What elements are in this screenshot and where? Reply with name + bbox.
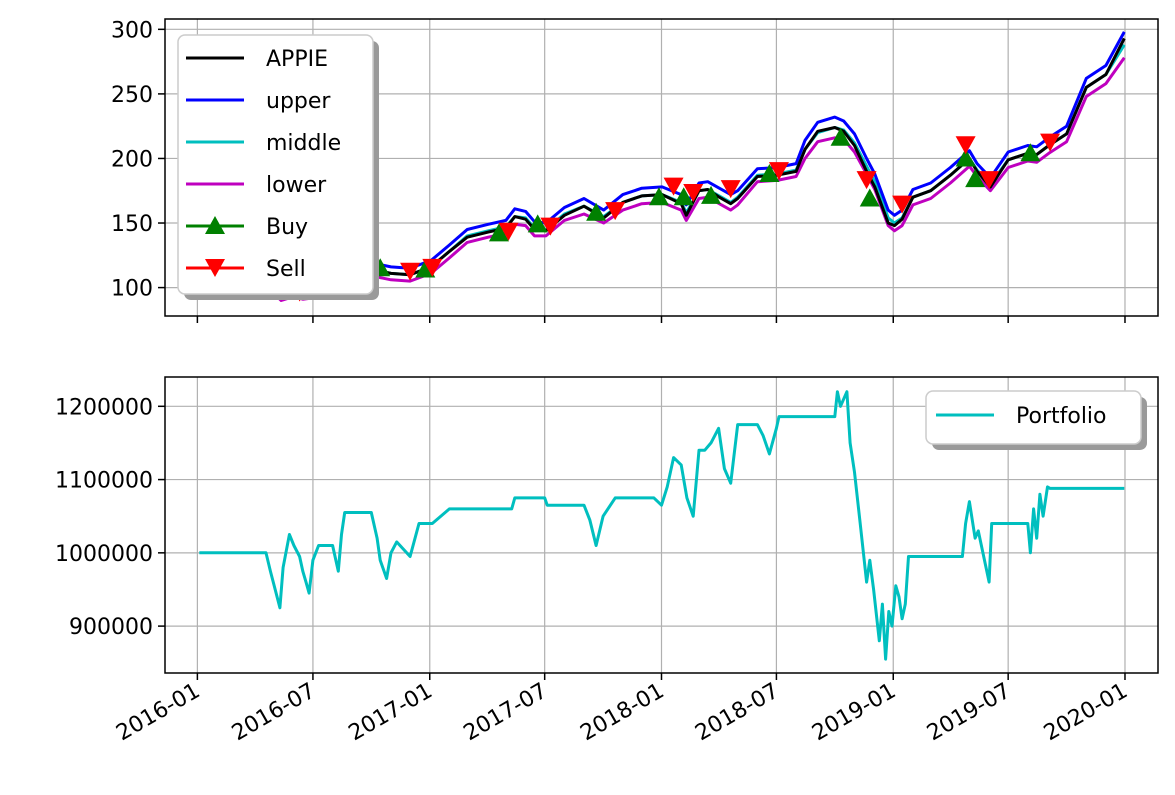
legend-label-appie: APPIE <box>266 47 328 72</box>
sell-marker <box>683 184 704 203</box>
legend-box <box>925 390 1142 445</box>
buy-marker <box>586 202 607 221</box>
legend-label-upper: upper <box>266 89 331 114</box>
sell-marker <box>856 171 877 190</box>
sell-marker <box>498 222 519 241</box>
legend-box <box>177 34 374 295</box>
y-tick-label-200: 200 <box>111 147 153 172</box>
buy-marker <box>759 163 780 182</box>
buy-marker <box>527 214 548 233</box>
sell-marker <box>422 258 443 277</box>
sell-marker <box>892 195 913 214</box>
sell-marker <box>768 162 789 181</box>
buy-marker <box>859 188 880 207</box>
buy-marker <box>1020 143 1041 162</box>
legend-entry-middle: middle <box>186 131 341 156</box>
y-tick-label-1000000: 1000000 <box>55 542 153 567</box>
legend-label-lower: lower <box>266 173 327 198</box>
sell-marker <box>720 180 741 199</box>
y-tick-label-1200000: 1200000 <box>55 395 153 420</box>
price-signals <box>269 127 1061 302</box>
buy-marker <box>488 223 509 242</box>
buy-marker <box>701 185 722 204</box>
buy-marker <box>673 187 694 206</box>
price-panel: 100 150 200 250 300 APPIE upper middle lower <box>111 18 1159 323</box>
legend-label-sell: Sell <box>266 257 306 282</box>
buy-triangle-icon <box>205 216 225 234</box>
y-tick-label-300: 300 <box>111 18 153 43</box>
legend-entry-sell: Sell <box>186 257 306 282</box>
sell-marker <box>955 136 976 155</box>
price-legend: APPIE upper middle lower Buy <box>177 34 379 300</box>
price-y-ticks: 100 150 200 250 300 <box>111 18 165 302</box>
sell-marker <box>979 171 1000 190</box>
y-tick-label-150: 150 <box>111 212 153 237</box>
sell-triangle-icon <box>205 259 225 277</box>
sell-marker <box>400 262 421 281</box>
portfolio-legend: Portfolio <box>925 390 1147 450</box>
y-tick-label-250: 250 <box>111 83 153 108</box>
series-line-portfolio <box>199 390 1125 661</box>
sell-marker <box>1040 133 1061 152</box>
sell-marker <box>540 217 561 236</box>
y-tick-label-1100000: 1100000 <box>55 469 153 494</box>
legend-label-portfolio: Portfolio <box>1016 404 1107 429</box>
portfolio-series <box>199 390 1125 661</box>
buy-marker <box>955 148 976 167</box>
portfolio-y-ticks: 900000 1000000 1100000 1200000 <box>55 395 165 640</box>
legend-entry-lower: lower <box>186 173 327 198</box>
buy-marker <box>830 127 851 146</box>
legend-label-middle: middle <box>266 131 341 156</box>
buy-marker <box>965 169 986 188</box>
sell-marker <box>605 202 626 221</box>
legend-label-buy: Buy <box>266 215 308 240</box>
price-x-ticks <box>196 316 1126 323</box>
sell-marker <box>663 177 684 196</box>
legend-entry-appie: APPIE <box>186 47 328 72</box>
buy-marker <box>648 187 669 206</box>
y-tick-label-100: 100 <box>111 277 153 302</box>
y-tick-label-900000: 900000 <box>69 615 153 640</box>
legend-entry-buy: Buy <box>186 215 308 240</box>
legend-entry-upper: upper <box>186 89 331 114</box>
